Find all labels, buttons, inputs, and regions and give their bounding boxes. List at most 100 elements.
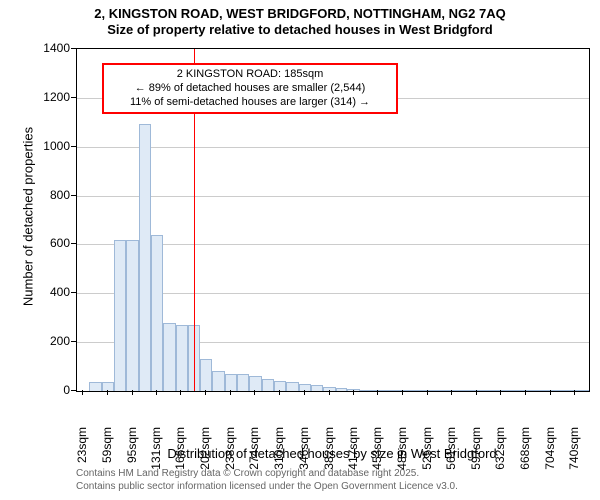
x-tick-label: 346sqm (297, 427, 311, 477)
x-tick-label: 561sqm (444, 427, 458, 477)
x-tick-mark (451, 390, 452, 395)
x-tick-mark (82, 390, 83, 395)
x-tick-mark (132, 390, 133, 395)
y-tick-label: 600 (0, 236, 70, 250)
histogram-bar (176, 325, 188, 391)
x-tick-mark (180, 390, 181, 395)
y-tick-mark (71, 341, 76, 342)
histogram-bar (274, 381, 286, 391)
y-tick-label: 0 (0, 383, 70, 397)
y-tick-mark (71, 97, 76, 98)
x-tick-label: 632sqm (493, 427, 507, 477)
histogram-bar (102, 382, 114, 391)
x-tick-mark (402, 390, 403, 395)
histogram-bar (323, 387, 335, 391)
histogram-bar (200, 359, 212, 391)
x-tick-label: 274sqm (247, 427, 261, 477)
histogram-bar (532, 390, 544, 391)
histogram-bar (507, 390, 519, 391)
chart-title: 2, KINGSTON ROAD, WEST BRIDGFORD, NOTTIN… (0, 0, 600, 39)
grid-line (77, 196, 589, 197)
annotation-line2: ← 89% of detached houses are smaller (2,… (108, 82, 392, 96)
x-tick-label: 238sqm (223, 427, 237, 477)
x-tick-label: 740sqm (567, 427, 581, 477)
x-tick-label: 453sqm (370, 427, 384, 477)
histogram-bar (557, 390, 569, 391)
x-tick-mark (254, 390, 255, 395)
histogram-bar (483, 390, 495, 391)
histogram-bar (126, 240, 138, 391)
x-tick-mark (525, 390, 526, 395)
histogram-bar (581, 390, 589, 391)
annotation-box: 2 KINGSTON ROAD: 185sqm ← 89% of detache… (102, 63, 398, 114)
x-tick-label: 597sqm (469, 427, 483, 477)
x-tick-label: 489sqm (395, 427, 409, 477)
x-tick-mark (329, 390, 330, 395)
x-tick-label: 202sqm (198, 427, 212, 477)
histogram-bar (409, 390, 421, 391)
x-tick-label: 417sqm (346, 427, 360, 477)
x-tick-label: 382sqm (322, 427, 336, 477)
histogram-bar (114, 240, 126, 391)
histogram-bar (237, 374, 249, 391)
x-tick-label: 704sqm (543, 427, 557, 477)
x-tick-label: 525sqm (420, 427, 434, 477)
histogram-bar (397, 390, 409, 391)
footer-line2: Contains public sector information licen… (76, 481, 458, 494)
y-tick-label: 800 (0, 188, 70, 202)
histogram-bar (495, 390, 507, 391)
x-tick-label: 59sqm (100, 427, 114, 477)
y-tick-mark (71, 390, 76, 391)
histogram-bar (89, 382, 101, 391)
y-tick-mark (71, 243, 76, 244)
x-tick-mark (156, 390, 157, 395)
x-tick-mark (574, 390, 575, 395)
histogram-bar (139, 124, 151, 391)
histogram-bar (384, 390, 396, 391)
histogram-bar (262, 379, 274, 391)
histogram-bar (286, 382, 298, 391)
x-tick-label: 166sqm (173, 427, 187, 477)
x-tick-mark (377, 390, 378, 395)
histogram-bar (446, 390, 458, 391)
histogram-bar (336, 388, 348, 391)
histogram-bar (422, 390, 434, 391)
x-tick-mark (550, 390, 551, 395)
x-tick-mark (230, 390, 231, 395)
y-tick-label: 1400 (0, 41, 70, 55)
y-tick-label: 1000 (0, 139, 70, 153)
histogram-bar (360, 390, 372, 391)
histogram-bar (311, 385, 323, 391)
x-tick-label: 131sqm (149, 427, 163, 477)
histogram-bar (151, 235, 163, 391)
x-tick-mark (107, 390, 108, 395)
histogram-bar (569, 390, 581, 391)
x-tick-mark (500, 390, 501, 395)
chart-title-line1: 2, KINGSTON ROAD, WEST BRIDGFORD, NOTTIN… (0, 6, 600, 22)
x-tick-label: 668sqm (518, 427, 532, 477)
histogram-bar (434, 390, 446, 391)
annotation-line1: 2 KINGSTON ROAD: 185sqm (108, 68, 392, 82)
y-tick-mark (71, 292, 76, 293)
y-tick-mark (71, 146, 76, 147)
x-tick-label: 95sqm (125, 427, 139, 477)
annotation-line3: 11% of semi-detached houses are larger (… (108, 96, 392, 110)
histogram-bar (225, 374, 237, 391)
x-tick-label: 310sqm (272, 427, 286, 477)
histogram-bar (163, 323, 175, 391)
x-tick-label: 23sqm (75, 427, 89, 477)
y-tick-label: 1200 (0, 90, 70, 104)
y-tick-label: 400 (0, 285, 70, 299)
x-tick-mark (304, 390, 305, 395)
x-tick-mark (205, 390, 206, 395)
histogram-bar (520, 390, 532, 391)
grid-line (77, 147, 589, 148)
y-tick-mark (71, 195, 76, 196)
histogram-bar (212, 371, 224, 391)
x-tick-mark (353, 390, 354, 395)
histogram-bar (249, 376, 261, 391)
x-tick-mark (427, 390, 428, 395)
y-tick-label: 200 (0, 334, 70, 348)
x-tick-mark (476, 390, 477, 395)
y-tick-mark (71, 48, 76, 49)
